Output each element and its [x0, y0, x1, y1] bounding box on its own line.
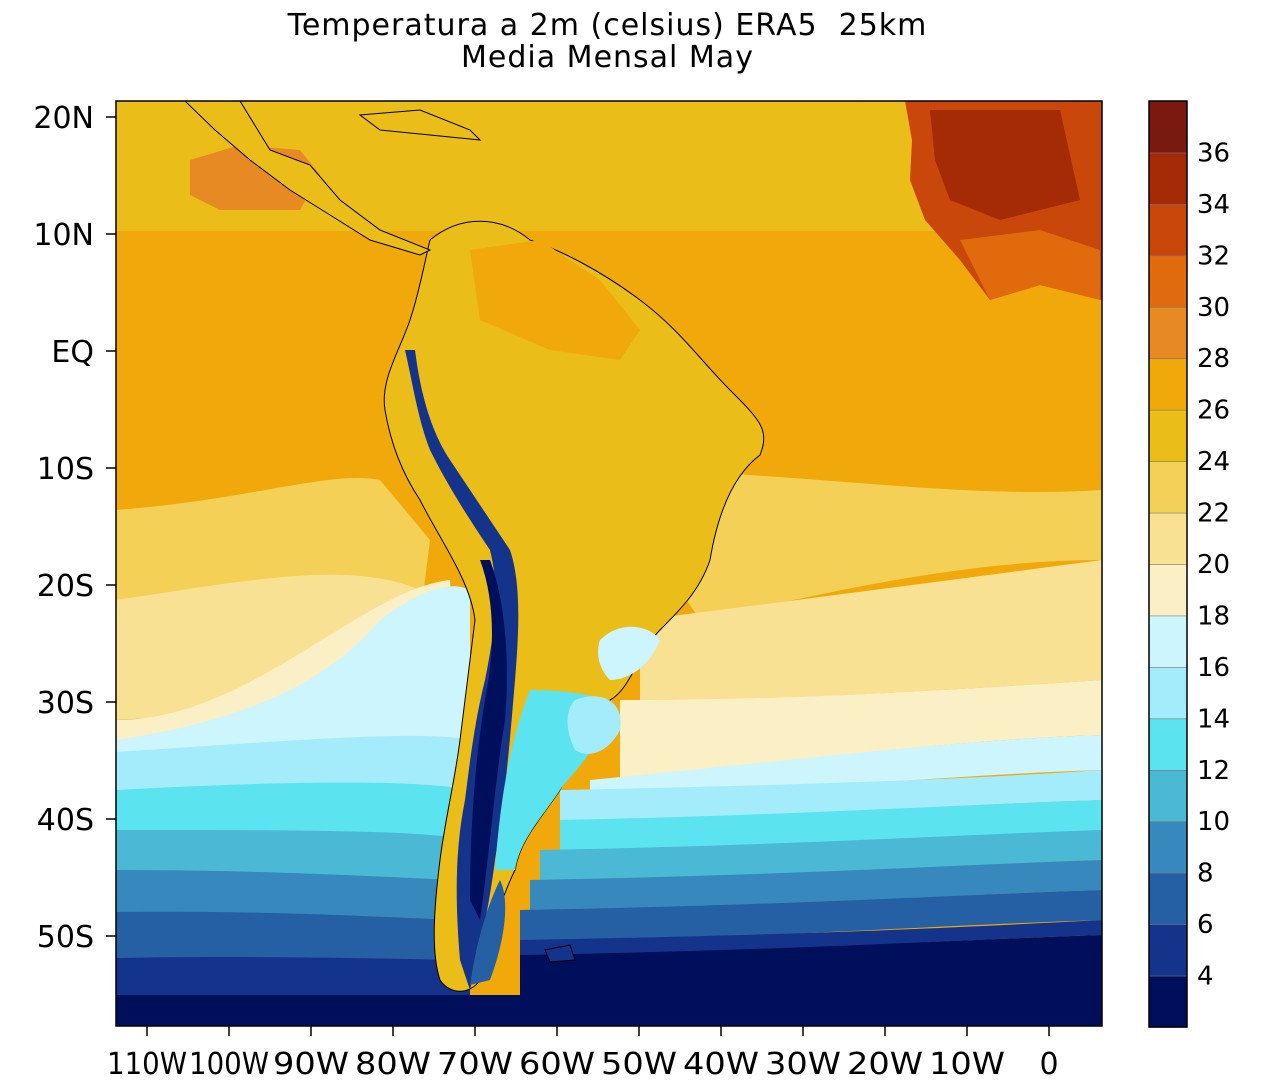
- colorbar-swatch: [1148, 460, 1188, 514]
- lat-label-20n: 20N: [33, 101, 94, 136]
- band-atlantic-14: [560, 800, 1102, 860]
- lat-label-20s: 20S: [37, 569, 94, 604]
- amazon-warm: [470, 240, 640, 360]
- lon-label-110w: 110W: [107, 1047, 187, 1080]
- colorbar-label: 8: [1197, 859, 1214, 889]
- lat-label-10n: 10N: [33, 218, 94, 253]
- colorbar-label: 36: [1197, 138, 1230, 168]
- lat-label-40s: 40S: [37, 803, 94, 838]
- colorbar-swatch: [1148, 255, 1188, 308]
- colorbar-swatch: [1148, 872, 1188, 925]
- caribbean-islands: [358, 109, 482, 141]
- colorbar-swatch: [1148, 409, 1188, 462]
- band-atlantic-6: [520, 920, 1102, 960]
- andes-coldest: [470, 560, 507, 920]
- map-panel: [116, 101, 1102, 1026]
- colorbar-label: 24: [1197, 447, 1230, 477]
- colorbar-label: 16: [1197, 653, 1230, 683]
- lon-label-20w: 20W: [847, 1047, 923, 1080]
- colorbar-swatch: [1148, 357, 1188, 411]
- band-pacific-18: [116, 586, 470, 770]
- lat-label-10s: 10S: [37, 452, 94, 487]
- lon-label-100w: 100W: [189, 1047, 269, 1080]
- colorbar-labels: 4 6 8 10 12 14 16 18 20 22 24 26 28 30 32 34 36: [1197, 138, 1230, 991]
- colorbar-label: 22: [1197, 499, 1230, 529]
- colorbar-swatch: [1148, 615, 1188, 668]
- colorbar-swatches: [1148, 100, 1188, 1028]
- colorbar-label: 30: [1197, 293, 1230, 323]
- colorbar-label: 10: [1197, 807, 1230, 837]
- band-atlantic-8: [520, 890, 1102, 945]
- band-atlantic-12: [540, 830, 1102, 890]
- title-line-2: Media Mensal May: [461, 40, 754, 75]
- band-pacific-10: [116, 870, 470, 920]
- band-atlantic-10: [530, 860, 1102, 915]
- latitude-axis: 20N 10N EQ 10S 20S 30S 40S 50S: [33, 101, 116, 955]
- colorbar-swatch: [1148, 975, 1188, 1028]
- colorbar-swatch: [1148, 923, 1188, 977]
- colorbar-label: 26: [1197, 396, 1230, 426]
- africa-hot-core: [930, 110, 1080, 220]
- colorbar-label: 34: [1197, 190, 1230, 220]
- lon-label-10w: 10W: [929, 1047, 1005, 1080]
- longitude-axis: 110W 100W 90W 80W 70W 60W 50W 40W 30W 20…: [107, 1026, 1059, 1080]
- map-frame: [115, 100, 1103, 1027]
- colorbar-label: 14: [1197, 704, 1230, 734]
- south-brazil-cool: [598, 626, 660, 680]
- colorbar-label: 12: [1197, 756, 1230, 786]
- lon-label-70w: 70W: [437, 1047, 513, 1080]
- band-atlantic-16: [560, 770, 1102, 830]
- band-pacific-6: [116, 957, 470, 1000]
- colorbar-swatch: [1148, 820, 1188, 874]
- colorbar: 4 6 8 10 12 14 16 18 20 22 24 26 28 30 32 34 36: [1148, 100, 1230, 1028]
- band-atlantic-24: [600, 470, 1102, 620]
- colorbar-label: 32: [1197, 241, 1230, 271]
- band-pacific-14: [116, 782, 470, 840]
- band-pacific-12: [116, 830, 470, 880]
- lon-label-80w: 80W: [355, 1047, 431, 1080]
- map-title: Temperatura a 2m (celsius) ERA5 25km Med…: [0, 10, 1215, 74]
- lon-label-90w: 90W: [273, 1047, 349, 1080]
- colorbar-label: 6: [1197, 910, 1214, 940]
- patagonia-land: [470, 880, 506, 985]
- band-atlantic-18: [590, 735, 1102, 800]
- colorbar-label: 18: [1197, 601, 1230, 631]
- africa-coast: [960, 230, 1100, 300]
- lon-label-30w: 30W: [765, 1047, 841, 1080]
- colorbar-swatch: [1148, 718, 1188, 771]
- lat-label-30s: 30S: [37, 686, 94, 721]
- falkland-islands: [544, 944, 576, 963]
- colorbar-swatch: [1148, 512, 1188, 565]
- band-atlantic-4: [520, 935, 1102, 1026]
- band-atlantic-22: [640, 560, 1102, 700]
- colorbar-label: 4: [1197, 962, 1214, 992]
- colorbar-swatch: [1148, 203, 1188, 257]
- colorbar-label: 28: [1197, 344, 1230, 374]
- colorbar-swatch: [1148, 563, 1188, 617]
- lat-label-50s: 50S: [37, 920, 94, 955]
- lon-label-0: 0: [1039, 1047, 1058, 1080]
- title-line-1: Temperatura a 2m (celsius) ERA5 25km: [287, 8, 928, 43]
- band-atlantic-20: [620, 680, 1102, 780]
- colorbar-swatch: [1148, 666, 1188, 720]
- lon-label-50w: 50W: [601, 1047, 677, 1080]
- colorbar-swatch: [1148, 152, 1188, 205]
- lon-label-60w: 60W: [519, 1047, 595, 1080]
- band-pacific-8: [116, 911, 470, 960]
- uruguay-land: [567, 696, 621, 754]
- colorbar-frame: [1148, 100, 1188, 1028]
- colorbar-swatch: [1148, 100, 1188, 154]
- colorbar-swatch: [1148, 769, 1188, 823]
- lat-label-eq: EQ: [51, 335, 94, 370]
- lon-label-40w: 40W: [683, 1047, 759, 1080]
- colorbar-swatch: [1148, 306, 1188, 360]
- colorbar-label: 20: [1197, 550, 1230, 580]
- central-america-land: [184, 101, 432, 256]
